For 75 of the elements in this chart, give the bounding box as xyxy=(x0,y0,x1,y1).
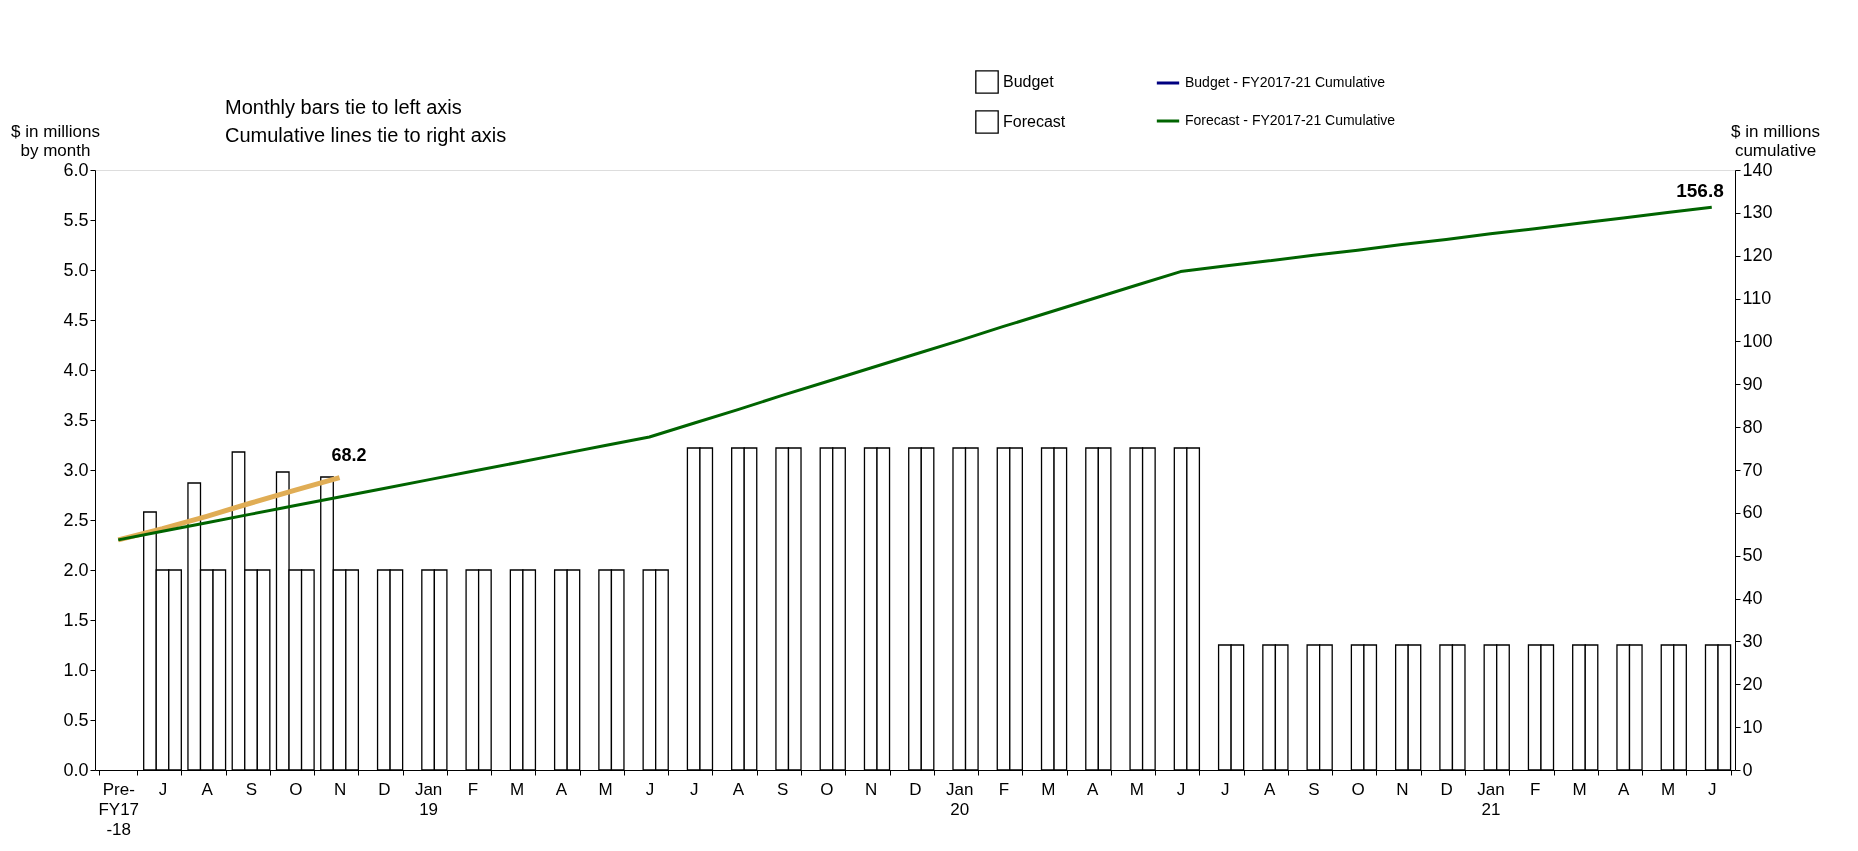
y2-tick-label: 30 xyxy=(1742,630,1763,651)
x-tick-label: M xyxy=(1041,779,1056,799)
y-tick-label: 1.0 xyxy=(63,659,89,680)
x-tick-label: A xyxy=(1263,779,1276,799)
x-tick-label: A xyxy=(201,779,214,799)
x-tick-label: Jan 21 xyxy=(1477,779,1505,819)
x-tick-label: J xyxy=(645,779,655,799)
legend-label: Budget xyxy=(1003,73,1055,90)
x-tick-label: Jan 19 xyxy=(414,779,443,819)
x-tick-label: F xyxy=(998,779,1010,799)
legend-label: Forecast xyxy=(1003,113,1066,130)
x-tick-label: J xyxy=(1221,779,1230,799)
y-tick-label: 0.5 xyxy=(63,709,89,730)
x-tick-label: Jan 20 xyxy=(946,779,974,819)
y2-tick-label: 50 xyxy=(1742,545,1763,566)
x-tick-label: Pre- FY17 -18 xyxy=(98,779,140,839)
x-tick-label: F xyxy=(1530,779,1541,799)
y2-tick-label: 110 xyxy=(1742,288,1772,309)
x-tick-label: M xyxy=(1660,779,1676,799)
x-tick-label: J xyxy=(158,779,168,799)
x-tick-label: O xyxy=(289,779,303,799)
y-tick-label: 0.0 xyxy=(63,759,89,780)
data-label: 68.2 xyxy=(331,444,367,465)
y2-tick-label: 70 xyxy=(1742,459,1763,480)
y2-tick-label: 20 xyxy=(1742,673,1763,694)
x-tick-label: S xyxy=(777,779,789,799)
y2-tick-label: 0 xyxy=(1742,759,1753,780)
line-series xyxy=(116,205,1714,542)
text: Monthly bars tie to left axis Cumulative lines tie to right axis xyxy=(225,96,507,146)
annotation: 156.8 xyxy=(1676,180,1724,201)
legend-label: Forecast - FY2017-21 Cumulative xyxy=(1185,112,1396,128)
x-tick-label: J xyxy=(1708,779,1717,799)
y-tick-label: 3.5 xyxy=(63,409,89,430)
y2-tick-label: 100 xyxy=(1742,330,1773,351)
y-tick-label: 3.0 xyxy=(63,459,89,480)
legend-label: Budget - FY2017-21 Cumulative xyxy=(1185,74,1386,90)
y2-tick-label: 140 xyxy=(1742,159,1773,180)
y2-tick-label: 120 xyxy=(1742,245,1773,266)
y2-tick-label: 90 xyxy=(1742,373,1763,394)
y-tick-label: 2.0 xyxy=(63,559,89,580)
y2-axis-title: $ in millions cumulative xyxy=(1731,121,1820,160)
x-tick-label: D xyxy=(909,779,922,799)
y2-tick-label: 60 xyxy=(1742,502,1763,523)
y2-tick-label: 130 xyxy=(1742,202,1773,223)
x-tick-label: J xyxy=(1176,779,1186,799)
y2-tick-label: 40 xyxy=(1742,588,1763,609)
x-tick-label: N xyxy=(333,779,347,799)
x-tick-label: M xyxy=(598,779,613,799)
x-tick-label: D xyxy=(378,779,391,799)
x-tick-label: O xyxy=(1351,779,1365,799)
y2-tick-label: 10 xyxy=(1742,716,1763,737)
x-tick-label: A xyxy=(732,779,745,799)
y-tick-label: 5.5 xyxy=(63,209,89,230)
x-tick-label: D xyxy=(1440,779,1453,799)
x-tick-label: A xyxy=(1086,779,1099,799)
x-tick-label: M xyxy=(1572,779,1587,799)
x-tick-label: M xyxy=(1129,779,1144,799)
y-tick-label: 6.0 xyxy=(63,159,89,180)
x-tick-label: S xyxy=(1308,779,1320,799)
x-tick-label: N xyxy=(865,779,878,799)
x-tick-label: F xyxy=(467,779,479,799)
x-tick-label: S xyxy=(245,779,258,799)
y-axis-title: $ in millions by month xyxy=(11,121,100,160)
y-tick-label: 4.0 xyxy=(63,359,89,380)
y-tick-label: 1.5 xyxy=(63,609,89,630)
y-tick-label: 5.0 xyxy=(63,259,89,280)
x-tick-label: A xyxy=(1618,779,1631,799)
x-tick-label: A xyxy=(555,779,568,799)
x-tick-label: M xyxy=(510,779,525,799)
x-tick-label: O xyxy=(820,779,834,799)
y-tick-label: 2.5 xyxy=(63,509,89,530)
y2-tick-label: 80 xyxy=(1742,416,1763,437)
y-tick-label: 4.5 xyxy=(63,309,89,330)
x-tick-label: N xyxy=(1396,779,1409,799)
x-tick-label: J xyxy=(689,779,699,799)
